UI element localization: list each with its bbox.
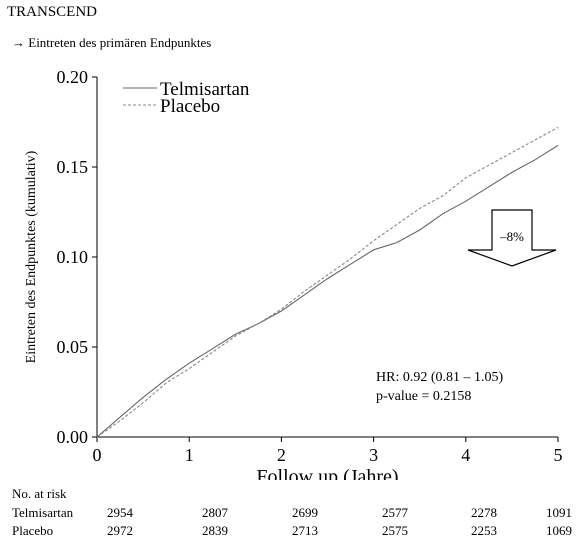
x-tick-label: 0 <box>93 445 102 465</box>
series-layer <box>96 126 559 438</box>
reduction-label: –8% <box>499 229 524 244</box>
x-tick-label: 1 <box>185 445 194 465</box>
risk-value: 1091 <box>546 505 572 520</box>
series-line-placebo <box>96 126 559 438</box>
x-tick-label: 2 <box>277 445 286 465</box>
risk-value: 2278 <box>471 505 497 520</box>
page-title: TRANSCEND <box>7 4 98 20</box>
subtitle: → Eintreten des primären Endpunktes <box>12 35 211 51</box>
y-tick-label: 0.00 <box>57 427 89 447</box>
risk-value: 2699 <box>292 505 318 520</box>
chart-annotations: –8% HR: 0.92 (0.81 – 1.05) p-value = 0.215… <box>376 209 557 404</box>
km-chart: 0 1 2 3 4 5 0.00 0.05 0.10 0.15 0.20 Follow up (Jah… <box>24 67 563 480</box>
down-arrow-icon <box>467 209 557 267</box>
y-tick-label: 0.10 <box>57 247 89 267</box>
risk-value: 2577 <box>382 505 408 520</box>
subtitle-text: Eintreten des primären Endpunktes <box>28 35 212 50</box>
p-value-text: p-value = 0.2158 <box>376 389 471 404</box>
risk-value: 2575 <box>382 523 408 538</box>
risk-value: 2972 <box>107 523 133 538</box>
right-arrow-icon: → <box>12 35 25 50</box>
y-tick-label: 0.15 <box>57 157 89 177</box>
series-line-telmisartan <box>96 144 559 438</box>
risk-value: 2954 <box>107 505 133 520</box>
risk-row-label: Placebo <box>12 523 54 538</box>
risk-value: 1069 <box>546 523 572 538</box>
chart-axes: 0 1 2 3 4 5 0.00 0.05 0.10 0.15 0.20 Follow up (Jah… <box>24 67 563 480</box>
y-axis-label: Eintreten des Endpunktes (kumulativ) <box>24 150 39 363</box>
hr-text: HR: 0.92 (0.81 – 1.05) <box>376 370 504 385</box>
legend-label: Telmisartan <box>160 79 250 100</box>
x-tick-label: 3 <box>369 445 378 465</box>
x-axis-label: Follow up (Jahre) <box>256 466 398 480</box>
risk-table-header: No. at risk <box>12 486 67 501</box>
risk-value: 2807 <box>202 505 228 520</box>
risk-row-label: Telmisartan <box>12 505 74 520</box>
x-tick-label: 5 <box>554 445 563 465</box>
x-tick-label: 4 <box>461 445 470 465</box>
legend-label: Placebo <box>160 96 220 117</box>
risk-value: 2253 <box>471 523 497 538</box>
y-tick-label: 0.05 <box>57 337 89 357</box>
risk-value: 2713 <box>292 523 318 538</box>
y-tick-label: 0.20 <box>57 67 89 87</box>
risk-value: 2839 <box>202 523 228 538</box>
